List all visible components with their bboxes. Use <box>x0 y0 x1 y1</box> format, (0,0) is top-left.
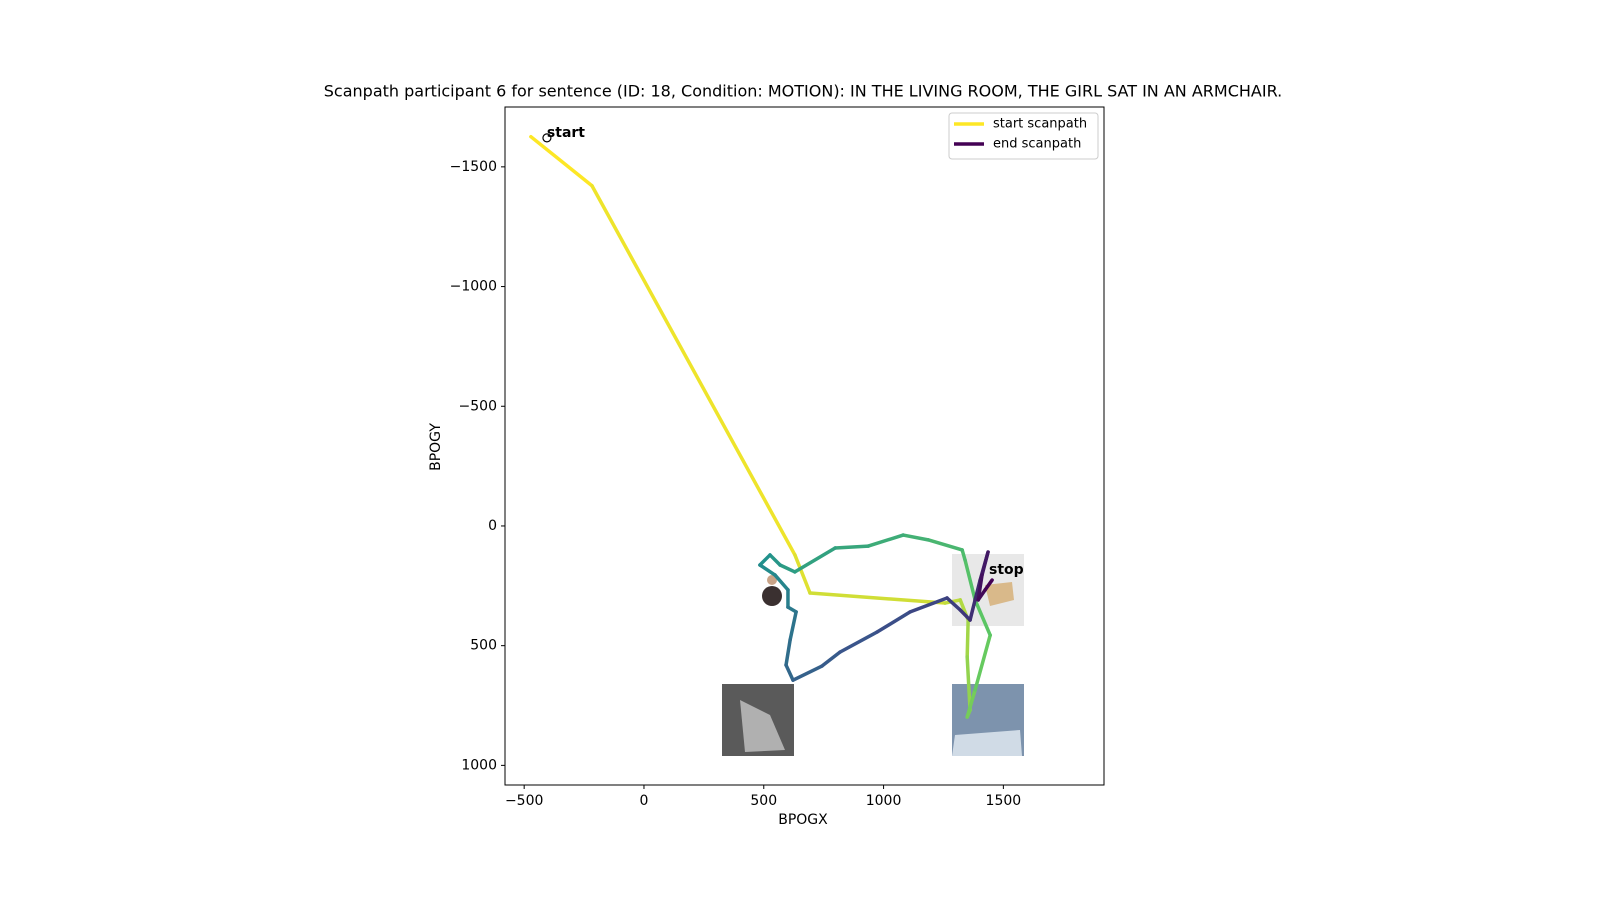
scanpath-segment <box>529 134 594 188</box>
scanpath-segment <box>590 184 797 557</box>
legend-label: end scanpath <box>993 137 1081 152</box>
girl-head <box>767 575 777 585</box>
scanpath-segment <box>980 550 990 577</box>
x-tick-label: 1500 <box>986 793 1022 809</box>
scanpath-segment <box>793 553 812 595</box>
scanpath-segment <box>758 553 772 567</box>
annotation: stop <box>989 562 1024 578</box>
y-tick-label: 500 <box>470 638 497 654</box>
y-tick-label: 0 <box>488 518 497 534</box>
scanpath-segment <box>768 553 782 567</box>
chart-title: Scanpath participant 6 for sentence (ID:… <box>324 82 1282 101</box>
x-axis-label: BPOGX <box>778 812 828 828</box>
scanpath-segment <box>958 608 972 622</box>
scanpath-segment <box>820 650 842 668</box>
scanpath-segment <box>778 563 797 574</box>
scanpath-segment <box>965 618 970 659</box>
scanpath-segment <box>968 598 977 622</box>
axes-frame <box>504 106 1105 786</box>
y-tick-label: 1000 <box>461 757 497 773</box>
scanpath-segment <box>793 546 837 574</box>
scanpath-segment <box>976 588 987 602</box>
scanpath-segment <box>784 638 792 667</box>
scanpath-segment <box>926 538 964 552</box>
start-marker <box>542 133 552 143</box>
armchair-shape <box>985 582 1014 606</box>
x-tick-label: 0 <box>640 793 649 809</box>
scanpath-segment <box>908 596 949 614</box>
scanpath-segment <box>758 563 777 577</box>
scanpath-segment <box>973 598 992 637</box>
scanpath-segment <box>833 544 870 550</box>
scanpath-segment <box>875 610 912 634</box>
scanpath-segment <box>838 630 879 654</box>
x-tick-label: 500 <box>750 793 777 809</box>
x-tick-label: 1000 <box>866 793 902 809</box>
ship-wave <box>952 730 1022 756</box>
scanpath-segment <box>773 573 790 592</box>
y-tick-label: −1000 <box>450 279 497 295</box>
stimulus-images <box>722 554 1024 756</box>
scanpath-segment <box>791 664 824 682</box>
annotation: start <box>547 125 585 141</box>
scanpath-segment <box>866 533 905 548</box>
y-tick-label: −1500 <box>450 159 497 175</box>
legend-label: start scanpath <box>993 117 1087 132</box>
scanpath-segment <box>973 633 992 692</box>
legend-box <box>948 112 1099 160</box>
scanpath-segment <box>788 610 798 642</box>
scanpath-segment <box>945 596 962 612</box>
scanpath-segment <box>901 533 930 542</box>
scanpath-segment <box>983 578 994 592</box>
girl-image <box>762 586 782 606</box>
scanpath-segment <box>963 558 977 602</box>
y-axis-label: BPOGY <box>428 423 444 471</box>
y-tick-label: −500 <box>459 398 497 414</box>
x-tick-label: −500 <box>505 793 543 809</box>
wolf-shape <box>740 700 785 752</box>
scanpath-segment <box>784 663 795 682</box>
scanpath-segment <box>965 688 977 719</box>
scanpath-segment <box>808 591 947 605</box>
scanpath-segment <box>976 573 984 602</box>
scanpath-segment <box>965 655 972 712</box>
